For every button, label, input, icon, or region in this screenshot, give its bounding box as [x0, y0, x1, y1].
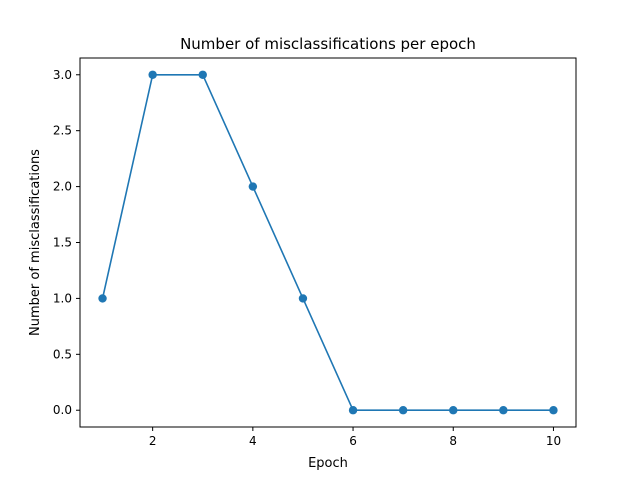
x-tick-label: 6: [349, 434, 357, 448]
data-point: [499, 406, 508, 415]
y-tick-label: 2.0: [53, 180, 72, 194]
data-point: [549, 406, 558, 415]
data-point: [98, 294, 107, 303]
y-axis: 0.0 0.5 1.0 1.5 2.0 2.5 3.0: [53, 68, 80, 417]
data-point: [148, 70, 157, 79]
y-tick-label: 0.5: [53, 347, 72, 361]
data-point: [198, 70, 207, 79]
x-axis-label: Epoch: [308, 456, 348, 471]
x-tick-label: 8: [449, 434, 457, 448]
y-tick-label: 1.0: [53, 291, 72, 305]
data-point: [298, 294, 308, 303]
y-tick-label: 1.5: [53, 236, 72, 250]
plot-area: [98, 70, 558, 415]
x-tick-label: 10: [546, 434, 561, 448]
y-tick-label: 0.0: [53, 403, 72, 417]
y-tick-label: 3.0: [53, 68, 72, 82]
x-tick-label: 2: [149, 434, 157, 448]
x-tick-label: 4: [249, 434, 257, 448]
plot-frame: [79, 57, 577, 428]
data-point: [398, 406, 408, 415]
data-point: [248, 182, 258, 191]
data-point: [449, 406, 458, 415]
y-tick-label: 2.5: [53, 124, 72, 138]
chart-title: Number of misclassifications per epoch: [180, 35, 476, 53]
data-point: [348, 406, 358, 415]
x-axis: 2 4 6 8 10: [149, 427, 561, 448]
series-line: [101, 73, 554, 412]
y-axis-label: Number of misclassifications: [28, 149, 43, 336]
